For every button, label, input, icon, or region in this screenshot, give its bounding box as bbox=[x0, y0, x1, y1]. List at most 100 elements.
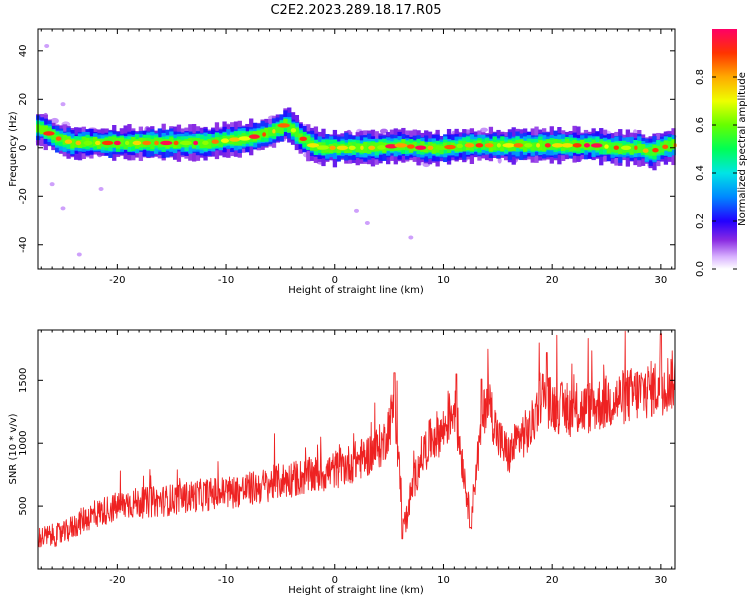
spectrogram-cell bbox=[287, 122, 292, 133]
spectrogram-cell bbox=[248, 134, 260, 139]
snr-y-tick-label: 1500 bbox=[18, 368, 29, 393]
spectrogram-cell bbox=[551, 143, 564, 148]
spectrogram-cell bbox=[497, 157, 502, 164]
spectrogram-cell bbox=[262, 132, 267, 137]
spectrogram-cell bbox=[659, 142, 665, 153]
spectrogram-cell bbox=[83, 140, 93, 146]
spectrogram-cell bbox=[101, 140, 114, 146]
spectrogram-cell bbox=[464, 143, 475, 148]
spectrogram-cell bbox=[75, 140, 81, 146]
snr-x-label: Height of straight line (km) bbox=[288, 585, 424, 596]
spectrogram-cell bbox=[142, 140, 152, 146]
spectrogram-cell bbox=[542, 140, 547, 152]
spectrogram-cell bbox=[454, 143, 459, 152]
spectrogram-cell bbox=[199, 139, 204, 149]
spectrogram-cell bbox=[70, 139, 75, 149]
spectrogram-cell bbox=[360, 145, 364, 150]
spectrogram-cell bbox=[667, 141, 672, 152]
spectrogram-cell bbox=[193, 140, 199, 146]
spectrogram-cell bbox=[500, 140, 505, 152]
spectrogram-cell bbox=[427, 145, 434, 150]
spectrogram-cell bbox=[176, 139, 182, 149]
snr-x-tick-label: 0 bbox=[332, 575, 338, 586]
spectrogram-cell bbox=[549, 139, 554, 150]
spectrogram-cell bbox=[207, 138, 212, 149]
colorbar-tick-label: 0.8 bbox=[695, 69, 706, 85]
spectrogram-cell bbox=[620, 145, 632, 150]
spectrogram-cell bbox=[637, 143, 642, 153]
spectrogram-cell bbox=[154, 140, 159, 146]
spectrogram-cell bbox=[496, 143, 502, 148]
spectrogram-cell bbox=[462, 140, 467, 152]
spectrogram-cell bbox=[279, 122, 284, 134]
snr-x-tick-label: 10 bbox=[437, 575, 450, 586]
spectrogram-x-tick-label: 20 bbox=[546, 275, 559, 286]
snr-line bbox=[37, 330, 676, 548]
spectrogram-cell bbox=[306, 135, 311, 147]
spectrogram-cell bbox=[583, 143, 590, 148]
spectrogram-cell bbox=[415, 145, 427, 150]
spectrogram-cell bbox=[179, 140, 192, 146]
spectrogram-cell bbox=[456, 143, 463, 149]
spectrogram-cell bbox=[444, 144, 456, 150]
spectrogram-cell bbox=[363, 142, 368, 153]
spectrogram-x-tick-label: 0 bbox=[332, 275, 338, 286]
spectrogram-cell bbox=[652, 148, 659, 153]
spectrogram-cell bbox=[633, 129, 638, 134]
spectrogram-cell bbox=[220, 138, 230, 143]
spectrogram-cell bbox=[629, 143, 634, 155]
spectrogram-cell bbox=[590, 143, 603, 148]
colorbar-gradient bbox=[712, 29, 737, 269]
spectrogram-cell bbox=[294, 127, 300, 138]
spectrogram-cell bbox=[336, 145, 349, 150]
snr-x-tick-label: 30 bbox=[655, 575, 668, 586]
snr-y-tick-label: 1000 bbox=[18, 430, 29, 455]
spectrogram-cell bbox=[160, 140, 173, 146]
snr-axes: -20 -10 0 10 20 30 500 1000 1500 bbox=[18, 330, 675, 586]
spectrogram-cell bbox=[256, 130, 261, 140]
spectrogram-cell bbox=[76, 252, 82, 257]
spectrogram-cell bbox=[98, 187, 104, 191]
spectrogram-cell bbox=[484, 143, 494, 148]
spectrogram-cell bbox=[275, 124, 280, 133]
spectrogram-cell bbox=[435, 145, 446, 150]
colorbar-label: Normalized spectral amplitude bbox=[737, 72, 748, 226]
spectrogram-cell bbox=[524, 143, 533, 148]
snr-series bbox=[37, 330, 676, 548]
spectrogram-cell bbox=[355, 143, 360, 153]
spectrogram-cell bbox=[662, 144, 669, 150]
spectrogram-cell bbox=[290, 128, 297, 133]
spectrogram-cell bbox=[211, 139, 219, 144]
spectrogram-cell bbox=[412, 141, 417, 151]
spectrogram-y-tick-label: -40 bbox=[18, 237, 29, 253]
snr-x-tick-label: -20 bbox=[109, 575, 125, 586]
spectrogram-cell bbox=[424, 144, 429, 153]
spectrogram-cell bbox=[131, 136, 136, 147]
spectrogram-panel: -20 -10 0 10 20 30 -40 -20 0 20 40 Height of strai… bbox=[8, 28, 677, 296]
spectrogram-cell bbox=[348, 145, 356, 150]
spectrogram-cell bbox=[218, 137, 223, 148]
colorbar-ticks: 0.0 0.2 0.4 0.6 0.8 bbox=[695, 69, 737, 277]
spectrogram-cell bbox=[277, 123, 290, 128]
spectrogram-cell bbox=[173, 140, 179, 146]
spectrogram-cell bbox=[374, 142, 379, 152]
spectrogram-cell bbox=[95, 140, 101, 146]
spectrogram-cell bbox=[561, 143, 574, 148]
spectrogram-cell bbox=[150, 138, 155, 150]
spectrogram-cell bbox=[618, 143, 623, 155]
spectrogram-cell bbox=[307, 143, 320, 148]
colorbar-tick-label: 0.0 bbox=[695, 261, 706, 277]
spectrogram-cell bbox=[604, 144, 609, 149]
spectrogram-cell bbox=[60, 102, 66, 107]
spectrogram-axes: -20 -10 0 10 20 30 -40 -20 0 20 40 bbox=[18, 29, 675, 286]
spectrogram-y-tick-label: 0 bbox=[18, 145, 29, 151]
spectrogram-cell bbox=[55, 136, 62, 141]
spectrogram-cell bbox=[530, 142, 535, 151]
spectrogram-cell bbox=[364, 220, 370, 225]
spectrogram-cell bbox=[377, 145, 386, 150]
spectrogram-cell bbox=[354, 208, 359, 213]
spectrogram-cell bbox=[640, 144, 646, 153]
spectrogram-cell bbox=[268, 127, 273, 137]
spectrogram-x-tick-label: -10 bbox=[218, 275, 234, 286]
spectrogram-cell bbox=[385, 144, 398, 149]
